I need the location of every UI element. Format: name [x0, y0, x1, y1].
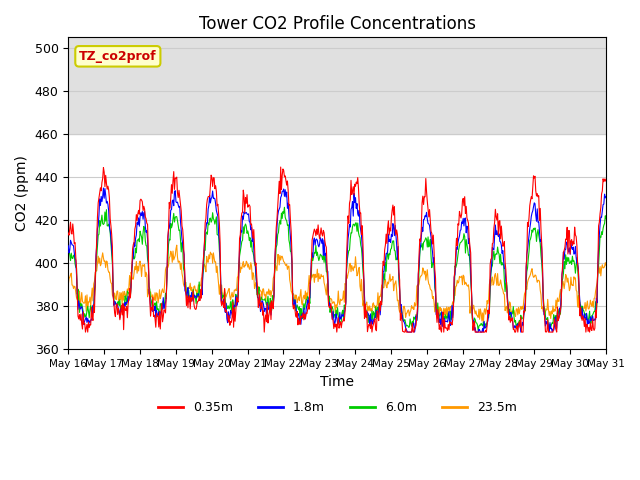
Text: TZ_co2prof: TZ_co2prof — [79, 50, 157, 63]
Y-axis label: CO2 (ppm): CO2 (ppm) — [15, 156, 29, 231]
Legend: 0.35m, 1.8m, 6.0m, 23.5m: 0.35m, 1.8m, 6.0m, 23.5m — [153, 396, 522, 419]
Bar — [68, 37, 606, 134]
X-axis label: Time: Time — [320, 374, 354, 389]
Title: Tower CO2 Profile Concentrations: Tower CO2 Profile Concentrations — [198, 15, 476, 33]
